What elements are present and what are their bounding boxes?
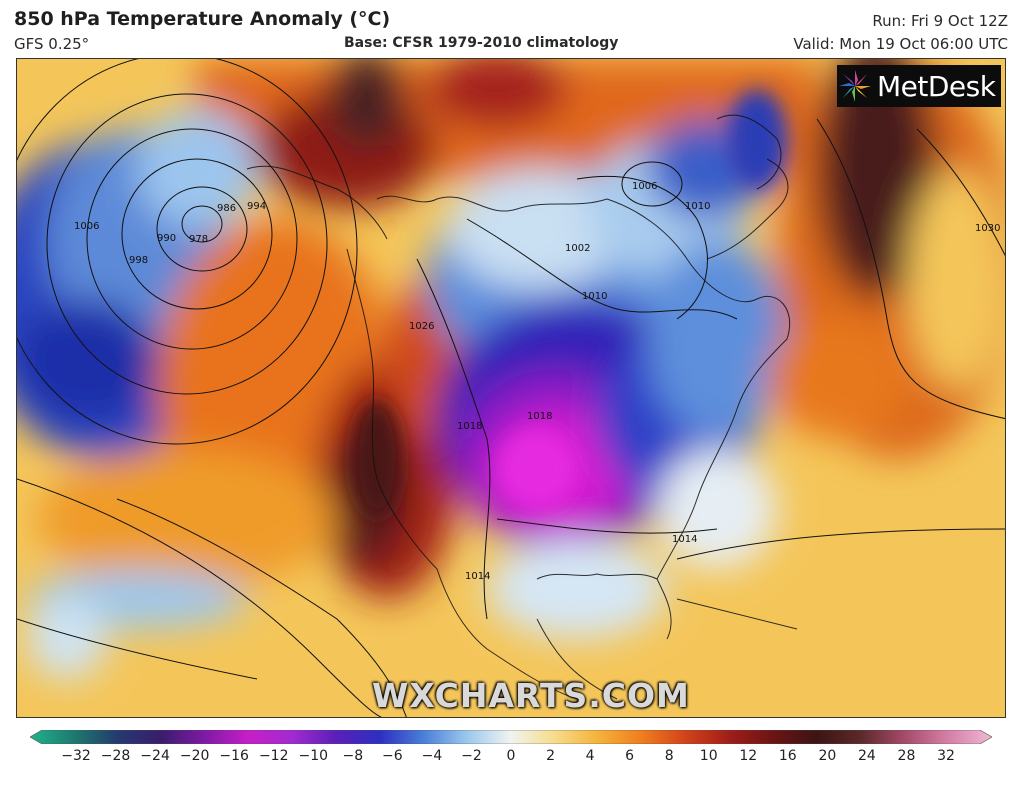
isobar-label: 1030 [975, 223, 1000, 234]
isobar-label: 1018 [527, 411, 552, 422]
watermark: WXCHARTS.COM [372, 676, 690, 715]
colorbar-gradient [29, 729, 993, 745]
colorbar-tick-label: −10 [298, 748, 329, 764]
colorbar-tick-label: 24 [857, 748, 876, 764]
isobar-label: 1014 [465, 571, 490, 582]
anomaly-detail [352, 89, 787, 519]
anomaly-map-svg: 978 986 990 994 998 1002 1006 1006 1010 … [17, 59, 1005, 717]
isobar-label: 1018 [457, 421, 482, 432]
isobar-label: 1002 [565, 243, 590, 254]
colorbar-tick-label: −2 [461, 748, 482, 764]
isobar-label: 1010 [582, 291, 607, 302]
colorbar-tick-label: 32 [937, 748, 955, 764]
model-name: GFS 0.25° [14, 35, 90, 53]
colorbar [29, 729, 993, 745]
isobar-label: 978 [189, 234, 208, 245]
isobar-label: 1006 [632, 181, 657, 192]
isobar-label: 1006 [74, 221, 99, 232]
colorbar-tick-label: 8 [664, 748, 674, 764]
colorbar-svg [29, 729, 993, 745]
run-time: Run: Fri 9 Oct 12Z [872, 12, 1008, 30]
colorbar-tick-label: −4 [421, 748, 443, 764]
colorbar-tick-label: −6 [382, 748, 403, 764]
sunburst-logo-icon [839, 70, 871, 102]
isobar-labels: 978 986 990 994 998 1002 1006 1006 1010 … [74, 181, 1000, 582]
isobar-label: 1026 [409, 321, 434, 332]
anomaly-field [17, 59, 1005, 679]
colorbar-labels: −32 −28 −24 −20 −16 −12 −10 −8 −6 −4 −2 0 2 4 6 8 10 12 16… [0, 748, 1024, 768]
isobar-label: 1010 [685, 201, 710, 212]
isobar-label: 1014 [672, 534, 697, 545]
valid-time: Valid: Mon 19 Oct 06:00 UTC [793, 35, 1008, 53]
logo-text: MetDesk [877, 69, 996, 103]
colorbar-tick-label: −16 [219, 748, 249, 764]
colorbar-tick-label: 0 [506, 748, 516, 764]
colorbar-tick-label: −12 [258, 748, 289, 764]
colorbar-tick-label: 20 [818, 748, 837, 764]
colorbar-tick-label: −8 [342, 748, 364, 764]
colorbar-tick-label: −20 [179, 748, 210, 764]
colorbar-tick-label: 2 [546, 748, 555, 764]
isobar-label: 994 [247, 201, 266, 212]
isobar-label: 998 [129, 255, 148, 266]
isobar-label: 990 [157, 233, 176, 244]
coastlines [246, 114, 798, 700]
climatology-base: Base: CFSR 1979-2010 climatology [344, 35, 619, 51]
map-title: 850 hPa Temperature Anomaly (°C) [14, 8, 391, 30]
colorbar-tick-label: −24 [140, 748, 170, 764]
anomaly-map: 978 986 990 994 998 1002 1006 1006 1010 … [16, 58, 1006, 718]
isobars [17, 59, 1005, 717]
colorbar-tick-label: 4 [585, 748, 595, 764]
metdesk-logo: MetDesk [837, 65, 1001, 107]
isobar-label: 986 [217, 203, 236, 214]
colorbar-tick-label: 12 [739, 748, 758, 764]
colorbar-tick-label: −28 [100, 748, 131, 764]
colorbar-tick-label: 6 [625, 748, 635, 764]
colorbar-tick-label: 16 [778, 748, 797, 764]
colorbar-tick-label: 28 [897, 748, 916, 764]
colorbar-tick-label: −32 [61, 748, 91, 764]
colorbar-tick-label: 10 [699, 748, 718, 764]
